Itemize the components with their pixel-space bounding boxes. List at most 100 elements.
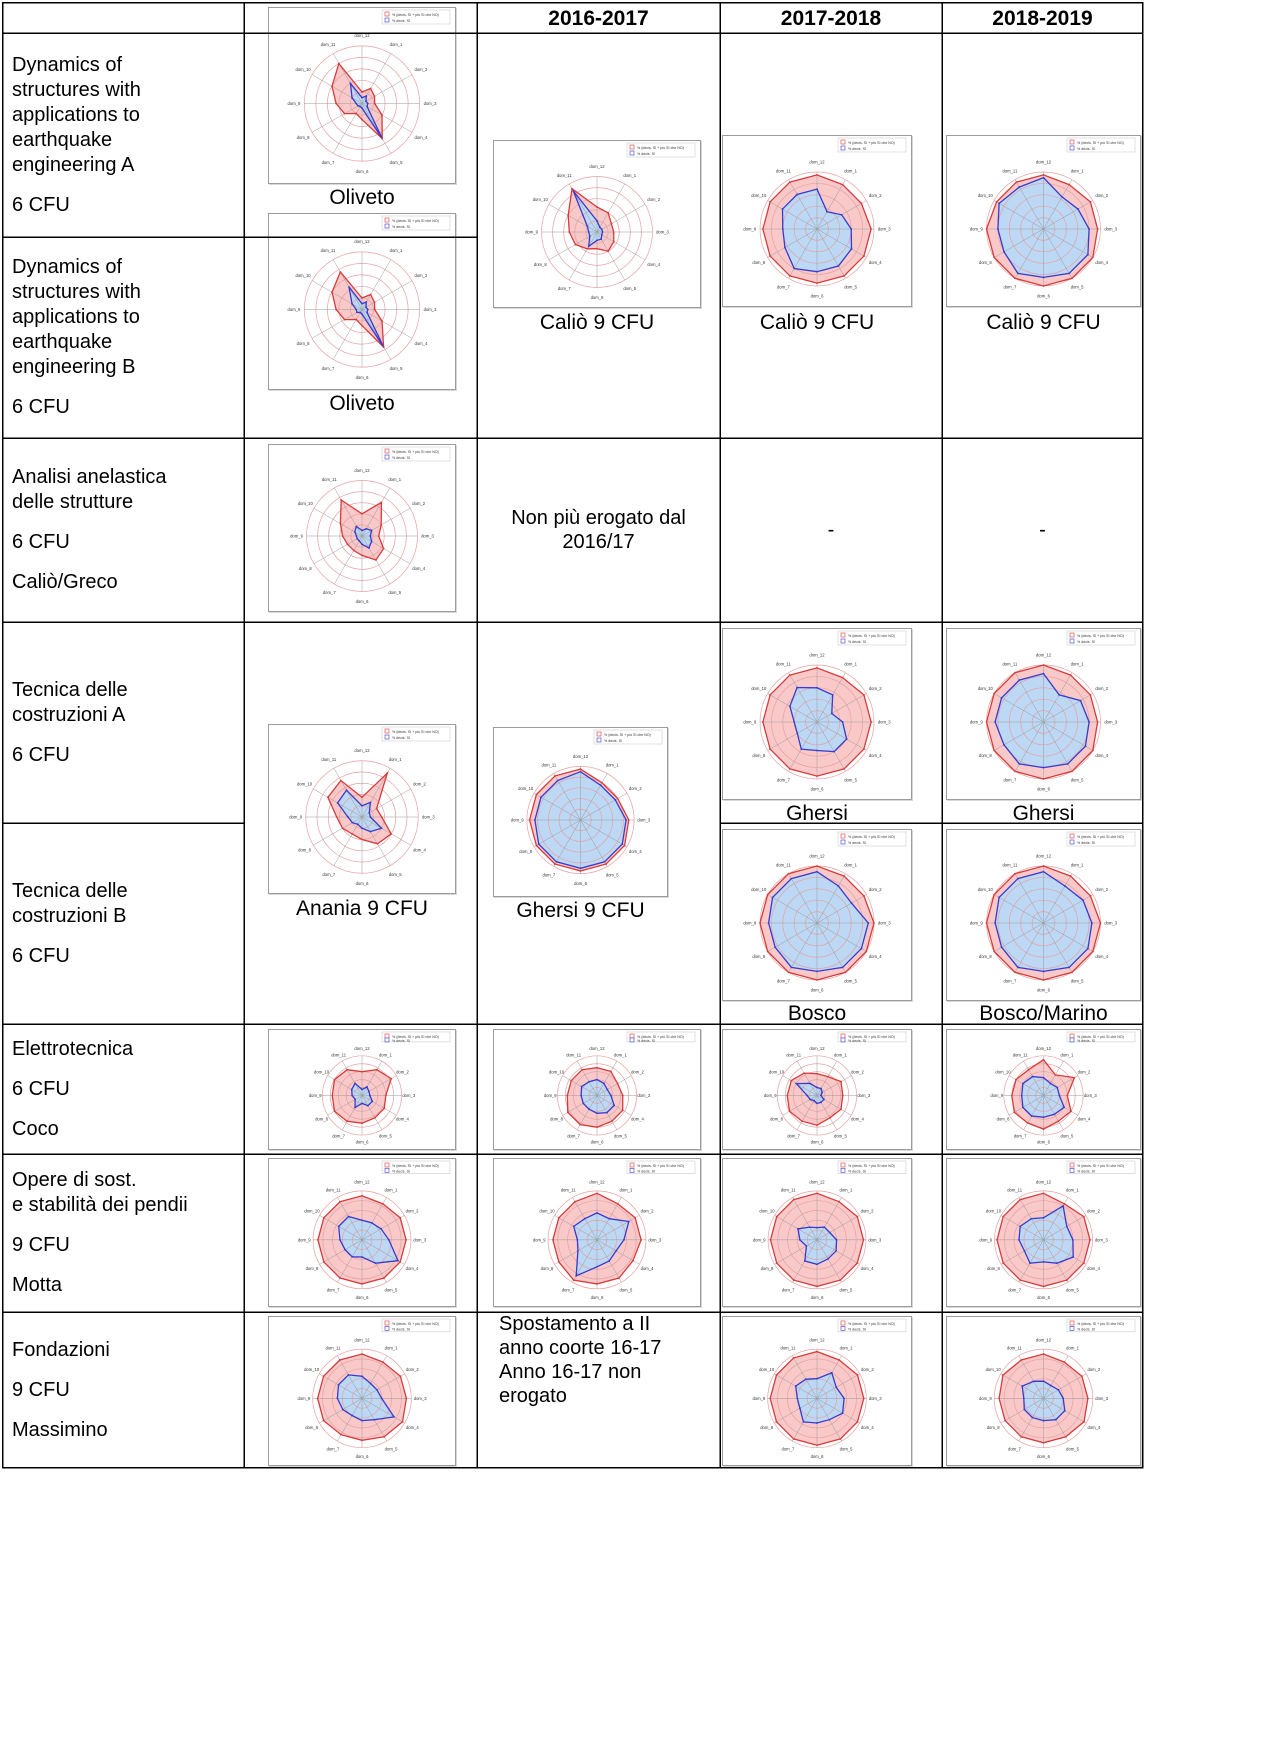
axis-label: dom_12 [809, 853, 825, 858]
series-inner-point [1018, 679, 1021, 681]
axis-label: dom_12 [354, 239, 370, 244]
series-outer-point [1042, 778, 1045, 780]
series-outer-point [380, 524, 383, 526]
chart-legend: % (decis. SI + più SI che NO)% decis. SI [381, 726, 451, 742]
series-outer-point [380, 501, 383, 504]
axis-label: dom_3 [1095, 1396, 1108, 1401]
axis-label: dom_7 [777, 778, 790, 783]
series-outer-point [769, 1397, 772, 1400]
series-outer-point [870, 228, 873, 230]
series-inner-point [1079, 699, 1082, 702]
series-inner-point [339, 1238, 341, 1241]
series-inner-point [850, 902, 853, 904]
series-inner-point [614, 798, 617, 801]
axis-label: dom_9 [743, 921, 756, 926]
series-outer-point [322, 1260, 325, 1263]
chart-legend: % (decis. SI + più SI che NO)% decis. SI [381, 446, 451, 462]
axis-label: dom_10 [759, 1367, 775, 1372]
legend-label: % (decis. SI + più SI che NO) [848, 1164, 895, 1168]
axis-label: dom_1 [385, 1346, 398, 1351]
axis-label: dom_10 [549, 1070, 565, 1075]
series-outer-point [566, 1111, 569, 1114]
legend-swatch [629, 1162, 635, 1168]
series-outer-point [386, 772, 389, 775]
series-inner-point [596, 220, 598, 222]
axis-label: dom_9 [970, 720, 983, 725]
series-inner-point [369, 801, 372, 804]
legend-swatch [384, 448, 390, 454]
series-inner-point [809, 1082, 811, 1085]
series-inner-point [555, 860, 558, 863]
series-inner-point [1057, 1388, 1060, 1391]
series-outer-point [1082, 1262, 1085, 1265]
radar-chart-fondazioni-2017-2018: % (decis. SI + più SI che NO)% decis. SI… [722, 1316, 912, 1466]
axis-label: dom_6 [1037, 1295, 1050, 1300]
year-header-2018-2019: 2018-2019 [992, 7, 1093, 30]
series-outer-point [816, 1444, 818, 1447]
series-outer-point [331, 291, 333, 294]
series-outer-point [339, 1200, 341, 1203]
series-outer-point [1073, 1076, 1076, 1079]
course-cfu: 9 CFU [12, 1378, 70, 1401]
axis-label: dom_12 [354, 748, 370, 753]
series-outer-point [382, 1361, 384, 1364]
series-inner-point [1003, 743, 1005, 746]
axis-label: dom_7 [1003, 979, 1016, 984]
axis-label: dom_7 [782, 1287, 795, 1292]
legend-label: % (decis. SI + più SI che NO) [848, 141, 895, 145]
legend-label: % decis. SI [637, 152, 655, 156]
series-inner-point [361, 1102, 363, 1105]
axis-label: dom_8 [298, 848, 311, 853]
series-outer-point [1057, 1120, 1060, 1123]
series-outer-point [361, 91, 363, 93]
legend-swatch [629, 1033, 635, 1039]
axis-label: dom_6 [356, 599, 369, 604]
year-header-2016-2017: 2016-2017 [548, 7, 649, 30]
course-title-line: Fondazioni [12, 1338, 110, 1361]
axis-label: dom_4 [1078, 1116, 1091, 1121]
chart-legend: % (decis. SI + più SI che NO)% decis. SI [1066, 1318, 1136, 1333]
axis-label: dom_9 [979, 1396, 992, 1401]
axis-label: dom_3 [422, 815, 435, 820]
axis-label: dom_11 [1013, 1052, 1028, 1057]
series-outer-point [803, 1072, 806, 1075]
radar-chart-dynamics-2017-2018: % (decis. SI + più SI che NO) % decis. SI… [722, 135, 912, 307]
axis-label: dom_4 [406, 1266, 419, 1271]
series-outer-point [985, 721, 988, 723]
radar-chart-tecnica-2016-2017: % (decis. SI + più SI che NO) % decis. SI… [493, 727, 668, 897]
series-outer-point [856, 1374, 859, 1376]
series-inner-point [351, 1094, 353, 1097]
series-inner-point [1042, 1116, 1045, 1119]
legend-swatch [1069, 1037, 1075, 1043]
axis-label: dom_9 [309, 1093, 322, 1098]
course-cfu: 6 CFU [12, 944, 70, 967]
series-inner-point [1031, 1075, 1034, 1078]
axis-label: dom_4 [861, 1425, 874, 1430]
series-outer-point [841, 676, 844, 679]
series-inner-point [1042, 870, 1045, 873]
axis-label: dom_9 [970, 921, 983, 926]
series-inner-point [843, 1397, 846, 1400]
chart-legend: % (decis. SI + più SI che NO)% decis. SI [381, 9, 451, 25]
series-inner-point [369, 535, 372, 537]
axis-label: dom_6 [356, 1140, 369, 1145]
axis-label: dom_8 [306, 1266, 319, 1271]
axis-label: dom_9 [979, 1237, 992, 1242]
series-inner-point [336, 1397, 339, 1400]
axis-label: dom_5 [619, 1287, 632, 1292]
series-outer-point [839, 1279, 842, 1282]
radar-chart-dynamics-b-2015-2016: % (decis. SI + più SI che NO) % decis. SI… [268, 213, 456, 390]
series-inner-point [1049, 1384, 1052, 1387]
axis-label: dom_10 [995, 1070, 1011, 1075]
axis-label: dom_5 [388, 590, 401, 595]
legend-label: % (decis. SI + più SI che NO) [392, 1322, 439, 1326]
series-inner-point [357, 104, 359, 107]
series-outer-point [317, 1238, 319, 1241]
series-inner-point [1030, 1115, 1033, 1117]
series-outer-point [361, 297, 363, 299]
series-outer-point [355, 318, 358, 321]
series-inner-point [796, 1397, 799, 1400]
axis-label: dom_9 [990, 1093, 1003, 1098]
radar-svg: % (decis. SI + più SI che NO)% decis. SI… [752, 1318, 907, 1459]
radar-chart-elettrotecnica-2018-2019: % (decis. SI + più SI che NO)% decis. SI… [946, 1029, 1141, 1150]
